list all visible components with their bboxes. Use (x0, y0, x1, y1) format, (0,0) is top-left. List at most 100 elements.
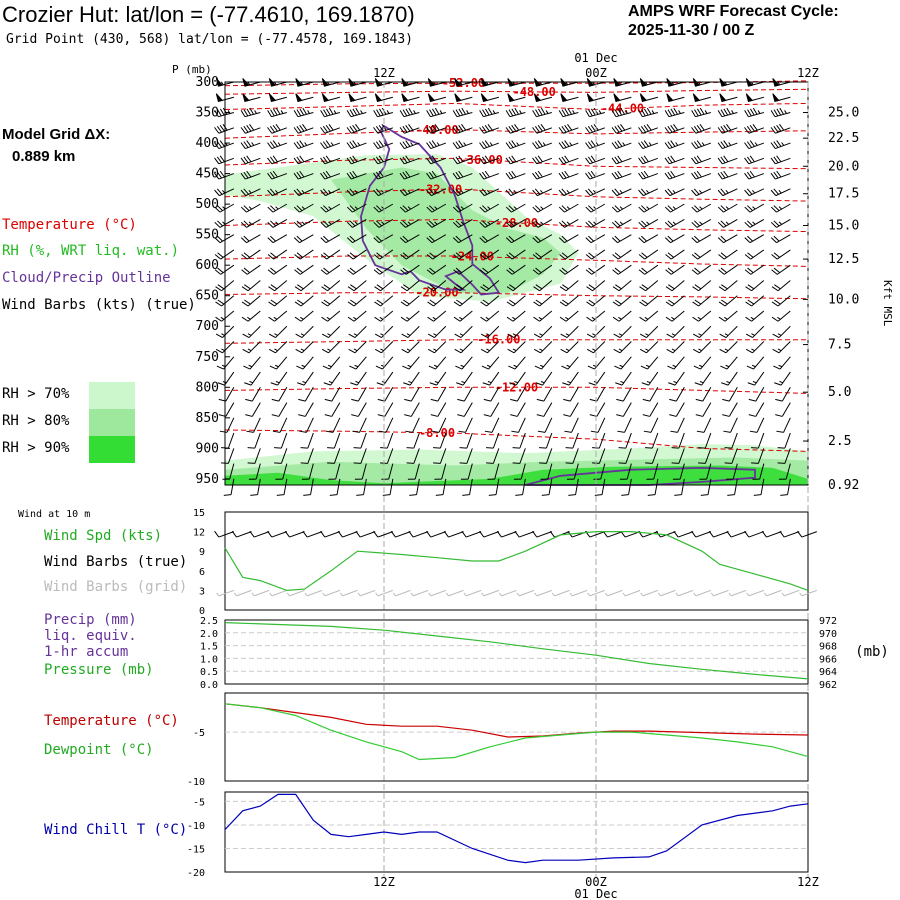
barb-tick (773, 252, 780, 258)
upper-wind-barb (320, 264, 341, 275)
barb-tick (373, 157, 379, 165)
barb-tick (559, 301, 567, 307)
upper-wind-barb (568, 478, 579, 496)
upper-wind-barb (669, 387, 685, 402)
upper-wind-barb (373, 218, 394, 228)
barb-staff (433, 310, 447, 322)
barb-tick (745, 348, 753, 354)
upper-wind-barb (613, 325, 632, 338)
upper-wind-barb (664, 234, 685, 244)
barb-tick (745, 301, 752, 307)
barb-tick (403, 299, 410, 305)
barb-tick (558, 127, 564, 134)
barb-half-tick (304, 142, 308, 146)
barb-tick (269, 220, 276, 227)
upper-wind-barb (666, 93, 685, 103)
barb-tick (496, 530, 502, 538)
upper-wind-barb (586, 280, 606, 292)
barb-tick (243, 220, 250, 227)
barb-tick (747, 267, 754, 274)
upper-wind-barb (724, 448, 738, 464)
upper-wind-barb (665, 295, 685, 307)
barb-tick (462, 494, 470, 496)
barb-half-tick (595, 142, 599, 146)
barb-tick (640, 171, 647, 179)
barb-staff (598, 432, 606, 449)
upper-wind-barb (722, 387, 738, 402)
model-grid-value: 0.889 km (12, 148, 76, 165)
barb-tick (664, 237, 671, 244)
upper-wind-barb (532, 124, 553, 134)
barb-tick (664, 172, 670, 180)
barb-tick (270, 267, 277, 274)
barb-half-tick (672, 364, 677, 368)
barb-tick (457, 398, 465, 402)
barb-staff (670, 203, 685, 213)
barb-half-tick (619, 221, 624, 225)
upper-wind-barb (399, 107, 420, 118)
barb-tick (270, 299, 278, 305)
upper-wind-barb (668, 371, 685, 386)
barb-staff (673, 356, 685, 370)
sfc-wind-barb-grid (551, 589, 570, 597)
barb-staff (328, 325, 341, 338)
barb-staff (649, 387, 659, 402)
barb-tick (505, 142, 511, 149)
barb-tick (541, 494, 550, 496)
barb-staff (302, 356, 314, 370)
sfc-wind-barb-grid (269, 589, 288, 597)
precip-ytick-label: 2.5 (200, 616, 218, 627)
barb-tick (246, 430, 254, 433)
barb-half-tick (301, 190, 305, 194)
upper-wind-barb (270, 371, 288, 386)
barb-half-tick (565, 348, 570, 352)
barb-tick (640, 205, 647, 211)
barb-half-tick (220, 316, 225, 320)
isotherm-8 (224, 292, 809, 300)
barb-tick (720, 205, 727, 211)
upper-wind-barb (399, 124, 420, 134)
barb-half-tick (619, 206, 624, 210)
barb-tick (373, 127, 379, 134)
barb-half-tick (227, 110, 231, 114)
upper-wind-barb (619, 463, 632, 480)
barb-tick (402, 252, 409, 258)
barb-tick (244, 299, 251, 305)
upper-wind-barb (752, 463, 765, 480)
barb-tick (267, 110, 272, 117)
barb-tick (506, 316, 514, 322)
barb-tick (405, 430, 413, 433)
upper-wind-barb (533, 280, 553, 292)
barb-tick (535, 252, 542, 258)
barb-tick (219, 170, 225, 178)
barb-tick (665, 301, 673, 307)
barb-half-tick (498, 592, 502, 597)
barb-tick (479, 110, 484, 117)
barb-tick (482, 284, 490, 290)
barb-tick (511, 125, 517, 132)
barb-tick (293, 221, 300, 228)
upper-wind-barb (588, 371, 606, 386)
barb-tick (797, 530, 803, 538)
barb-tick (744, 237, 751, 244)
barb-tick (616, 398, 624, 402)
upper-wind-barb (293, 218, 314, 228)
barb-tick (508, 267, 515, 274)
barb-tick (505, 221, 512, 228)
sfc-wind-barb-grid (728, 589, 747, 597)
barb-tick (667, 156, 673, 164)
barb-tick (249, 124, 255, 131)
barb-half-tick (513, 364, 518, 368)
upper-wind-barb (638, 170, 659, 180)
upper-wind-barb (771, 295, 791, 307)
barb-tick (771, 254, 778, 260)
upper-wind-barb (511, 417, 526, 433)
barb-tick (320, 254, 328, 260)
upper-wind-barb (294, 264, 314, 275)
barb-staff (299, 218, 314, 228)
sfc-wind-barb-grid (410, 589, 429, 597)
upper-wind-barb (744, 170, 765, 180)
upper-wind-barb (667, 356, 685, 370)
barb-tick (646, 124, 652, 131)
barb-tick (640, 365, 648, 370)
